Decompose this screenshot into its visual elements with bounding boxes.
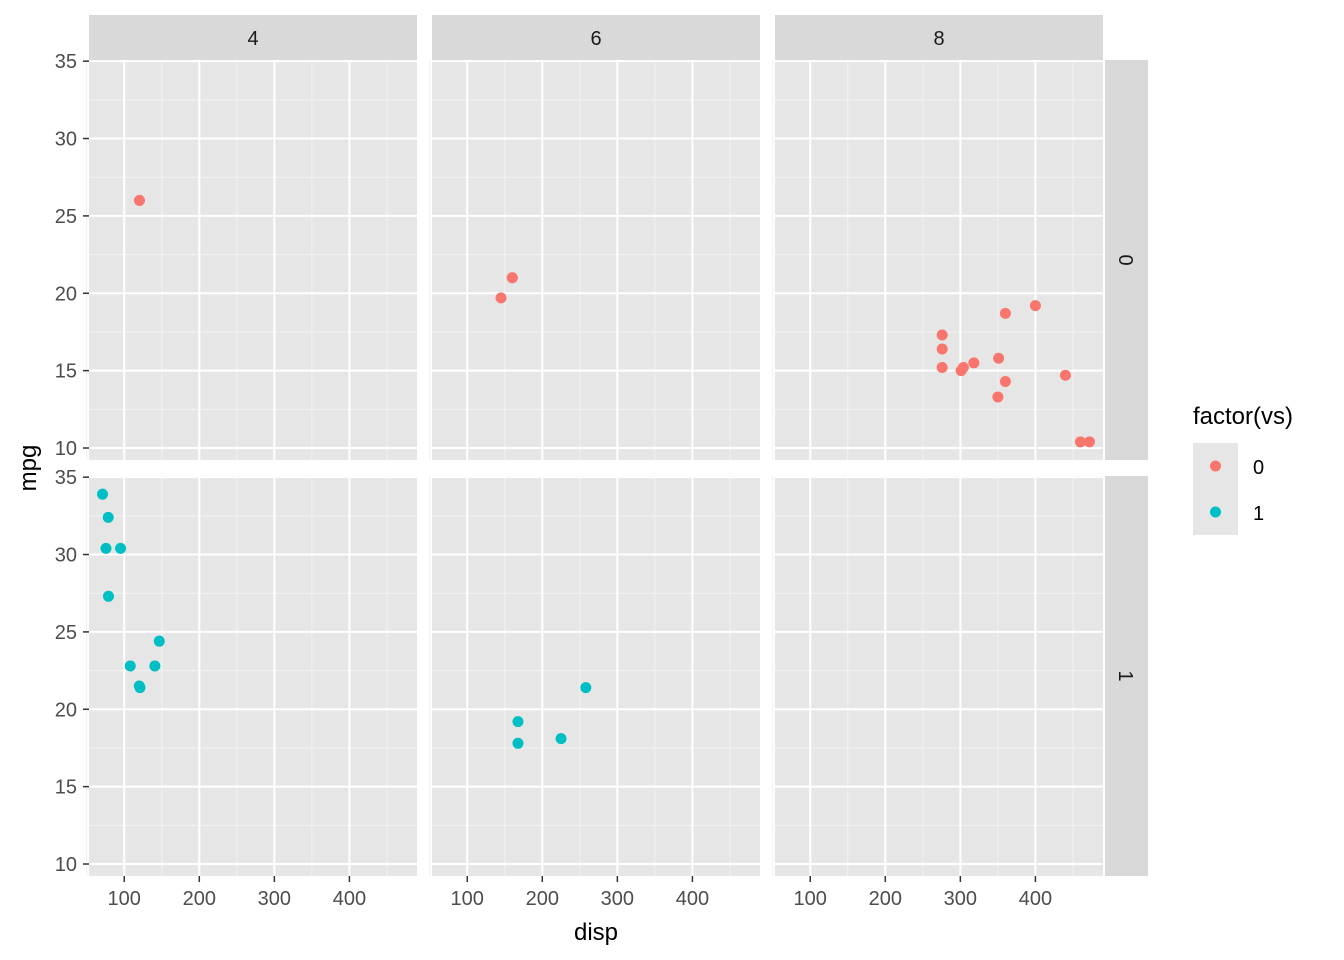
strip-col-label: 8: [933, 28, 944, 50]
panel-background: [432, 476, 760, 876]
y-tick-label: 10: [55, 854, 77, 876]
data-point: [999, 307, 1011, 319]
x-axis-title: disp: [574, 919, 618, 946]
legend-label-1: 1: [1253, 503, 1264, 525]
panel-background: [775, 60, 1103, 460]
x-tick-label: 100: [451, 888, 484, 910]
x-tick-label: 400: [1019, 888, 1052, 910]
y-tick-label: 15: [55, 361, 77, 383]
data-point: [1029, 300, 1041, 312]
data-point: [124, 660, 136, 672]
y-tick-label: 15: [55, 777, 77, 799]
legend-point-1: [1210, 506, 1221, 518]
data-point: [133, 194, 145, 206]
data-point: [993, 352, 1005, 364]
x-tick-label: 400: [333, 888, 366, 910]
data-point: [580, 682, 592, 694]
strip-row-label: 1: [1114, 670, 1136, 681]
strip-col-8: [775, 15, 1103, 60]
strip-col-4: [89, 15, 417, 60]
data-point: [1083, 436, 1095, 448]
data-point: [936, 362, 948, 374]
strip-col-label: 6: [590, 28, 601, 50]
strip-row-0: [1105, 60, 1148, 460]
data-point: [506, 272, 518, 284]
y-tick-label: 30: [55, 545, 77, 567]
data-point: [1059, 369, 1071, 381]
data-point: [134, 682, 146, 694]
legend-label-0: 0: [1253, 457, 1264, 479]
data-point: [512, 737, 524, 749]
legend-point-0: [1210, 460, 1221, 472]
x-tick-label: 200: [869, 888, 902, 910]
x-tick-label: 300: [944, 888, 977, 910]
legend: factor(vs) 0 1: [1193, 403, 1293, 535]
x-tick-label: 300: [258, 888, 291, 910]
data-point: [936, 343, 948, 355]
data-point: [936, 329, 948, 341]
data-point: [100, 542, 112, 554]
strip-col-6: [432, 15, 760, 60]
data-point: [149, 660, 161, 672]
data-point: [999, 375, 1011, 387]
data-point: [992, 391, 1004, 403]
y-tick-label: 25: [55, 622, 77, 644]
panel-background: [89, 476, 417, 876]
x-tick-label: 300: [601, 888, 634, 910]
data-point: [97, 488, 109, 500]
data-point: [102, 511, 114, 523]
x-tick-label: 100: [108, 888, 141, 910]
strip-row-label: 0: [1114, 254, 1136, 265]
x-tick-label: 200: [526, 888, 559, 910]
legend-title: factor(vs): [1193, 403, 1293, 430]
y-tick-label: 20: [55, 699, 77, 721]
panel-background: [432, 60, 760, 460]
data-point: [115, 542, 127, 554]
y-tick-label: 10: [55, 438, 77, 460]
strip-row-1: [1105, 476, 1148, 876]
panel-background: [89, 60, 417, 460]
y-tick-label: 30: [55, 129, 77, 151]
data-point: [1074, 436, 1086, 448]
data-point: [102, 590, 114, 602]
panel-background: [775, 476, 1103, 876]
data-point: [153, 635, 165, 647]
data-point: [555, 733, 567, 745]
data-point: [495, 292, 507, 304]
data-point: [955, 365, 967, 377]
strip-col-label: 4: [247, 28, 258, 50]
y-axis-title: mpg: [15, 445, 42, 492]
data-point: [968, 357, 980, 369]
x-tick-label: 200: [183, 888, 216, 910]
y-tick-label: 35: [55, 51, 77, 73]
y-tick-label: 20: [55, 283, 77, 305]
data-point: [512, 716, 524, 728]
x-tick-label: 400: [676, 888, 709, 910]
y-tick-label: 25: [55, 206, 77, 228]
x-tick-label: 100: [794, 888, 827, 910]
y-tick-label: 35: [55, 467, 77, 489]
